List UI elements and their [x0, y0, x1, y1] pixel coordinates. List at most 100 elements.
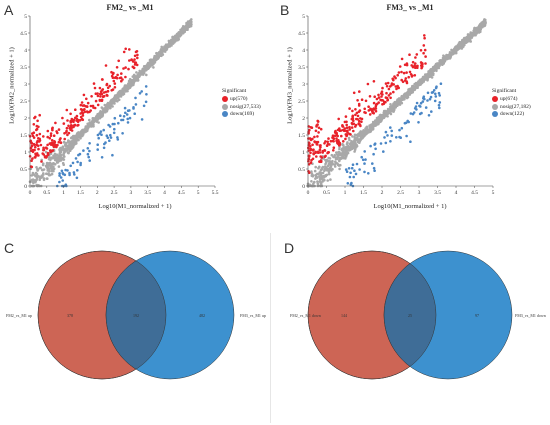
- point-up: [320, 156, 324, 159]
- point-nosig: [141, 69, 145, 72]
- y-tick-label: 3.5: [20, 65, 27, 71]
- point-down: [395, 136, 398, 139]
- point-nosig: [467, 33, 471, 36]
- point-down: [433, 99, 437, 103]
- point-up: [96, 92, 99, 95]
- point-nosig: [321, 180, 324, 183]
- point-nosig: [48, 173, 51, 177]
- point-up: [35, 143, 38, 147]
- point-nosig: [42, 162, 45, 165]
- point-up: [120, 79, 123, 83]
- y-tick-label: 0: [24, 184, 27, 190]
- point-up: [75, 114, 79, 118]
- point-up: [74, 108, 77, 111]
- point-nosig: [354, 146, 358, 149]
- point-nosig: [317, 172, 320, 176]
- venn-diagram-c: FM2_vs_M1 up 378 192 482 FM3_vs_M1 up: [6, 250, 266, 380]
- point-up: [57, 140, 61, 144]
- point-nosig: [344, 157, 347, 160]
- point-down: [389, 126, 392, 129]
- point-up: [57, 128, 61, 131]
- point-down: [112, 131, 116, 135]
- point-nosig: [57, 158, 61, 161]
- point-up: [34, 156, 37, 159]
- point-nosig: [407, 92, 410, 96]
- point-up: [94, 99, 98, 103]
- point-up: [120, 72, 123, 75]
- point-up: [80, 101, 84, 104]
- legend-item-up-a: up(570): [222, 96, 261, 102]
- point-down: [439, 82, 443, 85]
- venn-set-label-left-c: FM2_vs_M1 up: [6, 313, 32, 318]
- point-nosig: [96, 118, 99, 122]
- y-tick-label: 2: [24, 116, 27, 122]
- point-down: [74, 157, 78, 160]
- point-up: [318, 144, 322, 147]
- x-tick-label: 4: [163, 190, 166, 196]
- point-up: [85, 110, 89, 113]
- point-nosig: [63, 141, 66, 144]
- point-nosig: [368, 126, 372, 130]
- legend-item-nosig-b: nosig(27,182): [492, 103, 531, 110]
- point-up: [76, 120, 80, 123]
- point-up: [387, 87, 391, 91]
- point-down: [358, 168, 361, 171]
- point-down: [430, 110, 433, 113]
- point-nosig: [482, 22, 486, 26]
- point-up: [413, 64, 416, 67]
- point-up: [42, 148, 46, 152]
- point-down: [354, 172, 358, 176]
- point-up: [32, 142, 36, 146]
- point-nosig: [435, 65, 438, 69]
- point-up: [414, 62, 417, 65]
- point-down: [349, 171, 352, 175]
- point-down: [77, 153, 80, 157]
- point-up: [422, 44, 426, 47]
- point-down: [364, 158, 367, 161]
- point-down: [409, 112, 413, 115]
- point-up: [309, 126, 313, 129]
- point-up: [420, 64, 423, 67]
- point-nosig: [190, 23, 193, 26]
- venn-count-overlap-d: 25: [408, 313, 412, 318]
- point-up: [38, 139, 42, 142]
- venn-diagram-d: FM2_vs_M1 down 144 25 97 FM3_vs_M1 down: [290, 250, 546, 380]
- point-up: [414, 56, 417, 59]
- point-nosig: [345, 148, 349, 152]
- point-up: [338, 127, 341, 130]
- point-up: [105, 82, 109, 86]
- y-tick-label: 3.5: [298, 65, 305, 71]
- point-nosig: [427, 71, 431, 74]
- point-up: [53, 141, 56, 145]
- point-up: [70, 119, 74, 123]
- point-nosig: [127, 84, 131, 88]
- point-nosig: [153, 56, 156, 59]
- point-nosig: [61, 146, 64, 150]
- point-down: [104, 141, 107, 144]
- point-up: [405, 71, 408, 74]
- point-nosig: [59, 148, 63, 152]
- point-nosig: [356, 138, 360, 141]
- point-nosig: [76, 135, 80, 139]
- point-down: [422, 95, 426, 98]
- point-up: [318, 148, 322, 151]
- point-down: [350, 181, 353, 185]
- point-nosig: [117, 98, 121, 102]
- point-nosig: [321, 176, 324, 179]
- point-nosig: [60, 158, 64, 161]
- point-nosig: [373, 124, 376, 127]
- panel-letter-c: C: [4, 240, 15, 256]
- x-tick-label: 2: [96, 190, 99, 196]
- point-nosig: [162, 48, 165, 51]
- point-down: [437, 91, 441, 95]
- point-up: [81, 114, 85, 117]
- point-nosig: [186, 25, 189, 28]
- point-up: [371, 111, 374, 114]
- point-down: [113, 127, 116, 131]
- point-up: [400, 70, 403, 74]
- point-up: [351, 114, 355, 118]
- point-up: [36, 119, 39, 123]
- point-up: [127, 67, 130, 71]
- point-up: [80, 108, 84, 112]
- down-dot-icon: [222, 111, 228, 117]
